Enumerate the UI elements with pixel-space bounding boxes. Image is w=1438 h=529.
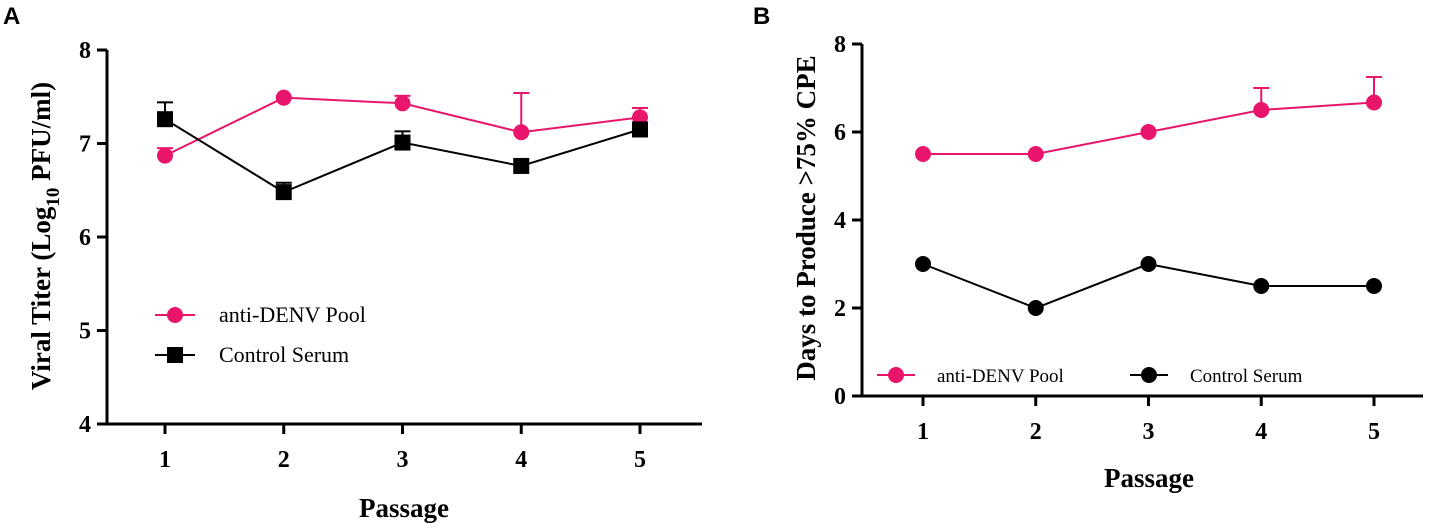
data-point-circle bbox=[915, 256, 931, 272]
data-point-circle bbox=[915, 146, 931, 162]
data-point-circle bbox=[1366, 94, 1382, 111]
legend-label: anti-DENV Pool bbox=[937, 366, 1064, 387]
y-tick-label: 2 bbox=[834, 296, 846, 322]
panel-letter-a: A bbox=[3, 3, 20, 30]
series-line-1 bbox=[164, 118, 641, 194]
y-axis-title-part: Viral Titer (Log bbox=[26, 206, 56, 390]
x-tick-label: 1 bbox=[159, 447, 171, 473]
y-axis-title-subscript: 10 bbox=[43, 188, 64, 207]
y-tick-label: 8 bbox=[834, 32, 846, 58]
x-tick-label: 2 bbox=[278, 447, 290, 473]
data-point-circle bbox=[632, 109, 648, 126]
data-point-circle bbox=[1366, 278, 1382, 294]
chart-a: 4 5 6 7 8 1 2 3 4 5 Passage Viral Titer (Log10 PFU/… bbox=[26, 38, 702, 523]
legend-marker bbox=[167, 347, 183, 363]
legend-label: Control Serum bbox=[1190, 366, 1303, 387]
data-point-square bbox=[157, 111, 173, 128]
data-point-square bbox=[275, 184, 292, 201]
y-tick-label: 0 bbox=[834, 384, 846, 410]
data-point-circle bbox=[394, 95, 411, 112]
y-tick-label: 8 bbox=[79, 38, 91, 64]
data-point-circle bbox=[1253, 102, 1270, 118]
y-tick-label: 4 bbox=[834, 208, 846, 234]
data-point-circle bbox=[1140, 256, 1157, 272]
x-tick-label: 1 bbox=[917, 419, 929, 445]
chart-b: 0 2 4 6 8 1 2 3 4 5 Passage Days to Produce >75% CP… bbox=[791, 32, 1423, 493]
y-axis-title: Days to Produce >75% CPE bbox=[791, 55, 821, 380]
legend-marker bbox=[888, 367, 904, 383]
x-tick-label: 5 bbox=[634, 447, 646, 473]
legend-marker bbox=[167, 307, 183, 323]
y-tick-label: 6 bbox=[834, 120, 846, 146]
y-tick-label: 4 bbox=[79, 412, 91, 438]
data-point-square bbox=[632, 121, 648, 138]
data-point-circle bbox=[275, 89, 292, 106]
data-point-circle bbox=[1253, 278, 1270, 294]
x-tick-label: 4 bbox=[1255, 419, 1267, 445]
x-tick-label: 2 bbox=[1030, 419, 1042, 445]
data-point-circle bbox=[513, 124, 530, 141]
legend-label: Control Serum bbox=[219, 342, 349, 367]
y-axis-title-part: PFU/ml) bbox=[26, 82, 56, 188]
x-tick-label: 3 bbox=[397, 447, 409, 473]
data-point-square bbox=[513, 157, 530, 174]
data-point-square bbox=[394, 134, 411, 151]
y-tick-label: 6 bbox=[79, 225, 91, 251]
legend-label: anti-DENV Pool bbox=[219, 302, 366, 327]
x-axis-title: Passage bbox=[359, 493, 449, 523]
data-point-circle bbox=[1027, 300, 1044, 316]
x-tick-label: 3 bbox=[1143, 419, 1155, 445]
panel-letter-b: B bbox=[753, 3, 770, 30]
x-tick-label: 4 bbox=[515, 447, 527, 473]
y-axis-title: Viral Titer (Log10 PFU/ml) bbox=[26, 82, 64, 390]
y-tick-label: 5 bbox=[79, 319, 91, 345]
data-point-circle bbox=[157, 147, 173, 164]
y-tick-label: 7 bbox=[79, 132, 91, 158]
data-point-circle bbox=[1027, 146, 1044, 162]
legend-marker bbox=[1141, 367, 1157, 383]
x-axis-title: Passage bbox=[1104, 463, 1194, 493]
data-point-circle bbox=[1140, 124, 1157, 140]
x-tick-label: 5 bbox=[1368, 419, 1380, 445]
